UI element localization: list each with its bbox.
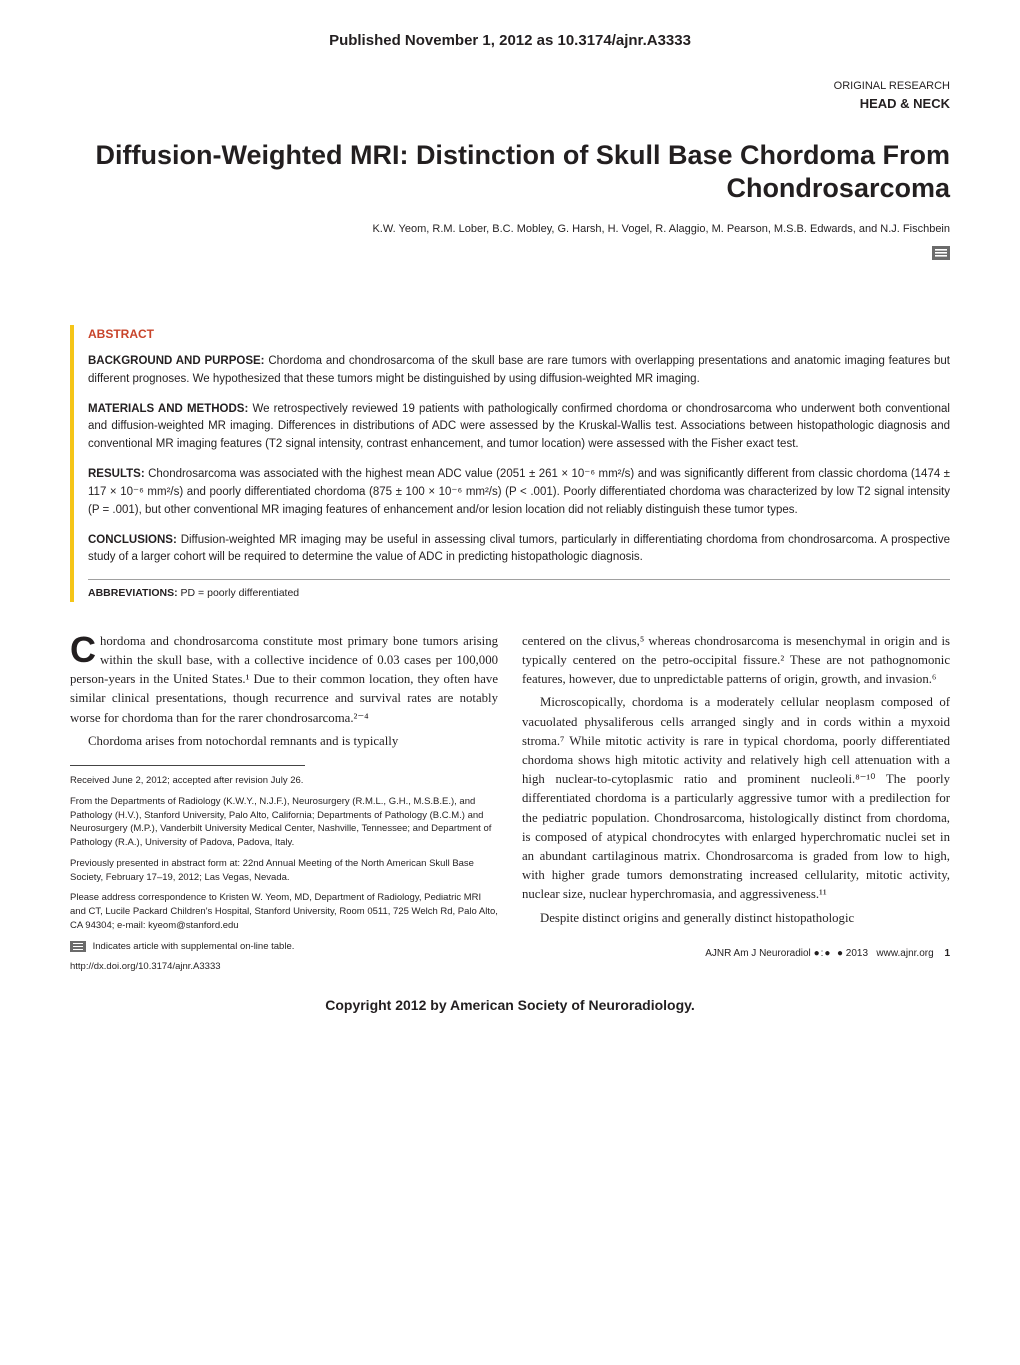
- journal-footer: AJNR Am J Neuroradiol ●:● ● 2013 www.ajn…: [522, 946, 950, 961]
- abstract-methods: MATERIALS AND METHODS: We retrospectivel…: [88, 401, 950, 454]
- journal-issue: ● 2013: [837, 948, 868, 959]
- footnote-supplemental-text: Indicates article with supplemental on-l…: [90, 941, 294, 952]
- abstract-methods-label: MATERIALS AND METHODS:: [88, 403, 248, 415]
- body-right-p3: Despite distinct origins and generally d…: [522, 909, 950, 928]
- body-para-2: Chordoma arises from notochordal remnant…: [70, 732, 498, 751]
- page-number: 1: [944, 948, 950, 959]
- section-label: HEAD & NECK: [70, 94, 950, 114]
- body-p1-text: hordoma and chondrosarcoma constitute mo…: [70, 634, 498, 725]
- abbreviations-text: PD = poorly differentiated: [178, 587, 300, 599]
- authors-line: K.W. Yeom, R.M. Lober, B.C. Mobley, G. H…: [70, 221, 950, 238]
- body-para-1: Chordoma and chondrosarcoma constitute m…: [70, 632, 498, 728]
- category-block: ORIGINAL RESEARCH HEAD & NECK: [70, 78, 950, 114]
- journal-name: AJNR Am J Neuroradiol: [705, 948, 811, 959]
- footnote-supplemental: Indicates article with supplemental on-l…: [70, 940, 498, 954]
- article-title: Diffusion-Weighted MRI: Distinction of S…: [70, 139, 950, 207]
- dropcap: C: [70, 632, 100, 665]
- abstract-results-label: RESULTS:: [88, 468, 145, 480]
- category-label: ORIGINAL RESEARCH: [70, 78, 950, 95]
- body-right-p2: Microscopically, chordoma is a moderatel…: [522, 693, 950, 904]
- abbreviations-line: ABBREVIATIONS: PD = poorly differentiate…: [88, 579, 950, 602]
- copyright-line: Copyright 2012 by American Society of Ne…: [70, 995, 950, 1016]
- published-header: Published November 1, 2012 as 10.3174/aj…: [70, 30, 950, 53]
- abbreviations-label: ABBREVIATIONS:: [88, 587, 178, 599]
- abstract-background: BACKGROUND AND PURPOSE: Chordoma and cho…: [88, 353, 950, 389]
- journal-dots: ●:●: [814, 948, 832, 959]
- page-container: Published November 1, 2012 as 10.3174/aj…: [0, 0, 1020, 1036]
- supplemental-icon-top: [70, 246, 950, 266]
- abstract-heading: ABSTRACT: [88, 325, 950, 343]
- footnote-separator: [70, 765, 305, 766]
- supplemental-table-icon: [932, 246, 950, 260]
- supplemental-table-icon: [70, 941, 86, 952]
- abstract-conclusions-label: CONCLUSIONS:: [88, 534, 177, 546]
- abstract-conclusions: CONCLUSIONS: Diffusion-weighted MR imagi…: [88, 532, 950, 568]
- footnote-affiliations: From the Departments of Radiology (K.W.Y…: [70, 795, 498, 850]
- abstract-block: ABSTRACT BACKGROUND AND PURPOSE: Chordom…: [70, 325, 950, 602]
- footnote-received: Received June 2, 2012; accepted after re…: [70, 774, 498, 788]
- journal-url: www.ajnr.org: [876, 948, 933, 959]
- doi-link[interactable]: http://dx.doi.org/10.3174/ajnr.A3333: [70, 960, 498, 974]
- abstract-background-label: BACKGROUND AND PURPOSE:: [88, 355, 265, 367]
- footnote-presented: Previously presented in abstract form at…: [70, 857, 498, 885]
- abstract-conclusions-text: Diffusion-weighted MR imaging may be use…: [88, 534, 950, 564]
- body-columns: Chordoma and chondrosarcoma constitute m…: [70, 632, 950, 975]
- right-column: centered on the clivus,⁵ whereas chondro…: [522, 632, 950, 975]
- footnote-correspondence: Please address correspondence to Kristen…: [70, 891, 498, 932]
- body-right-p1: centered on the clivus,⁵ whereas chondro…: [522, 632, 950, 690]
- left-column: Chordoma and chondrosarcoma constitute m…: [70, 632, 498, 975]
- abstract-results: RESULTS: Chondrosarcoma was associated w…: [88, 466, 950, 519]
- abstract-results-text: Chondrosarcoma was associated with the h…: [88, 468, 950, 516]
